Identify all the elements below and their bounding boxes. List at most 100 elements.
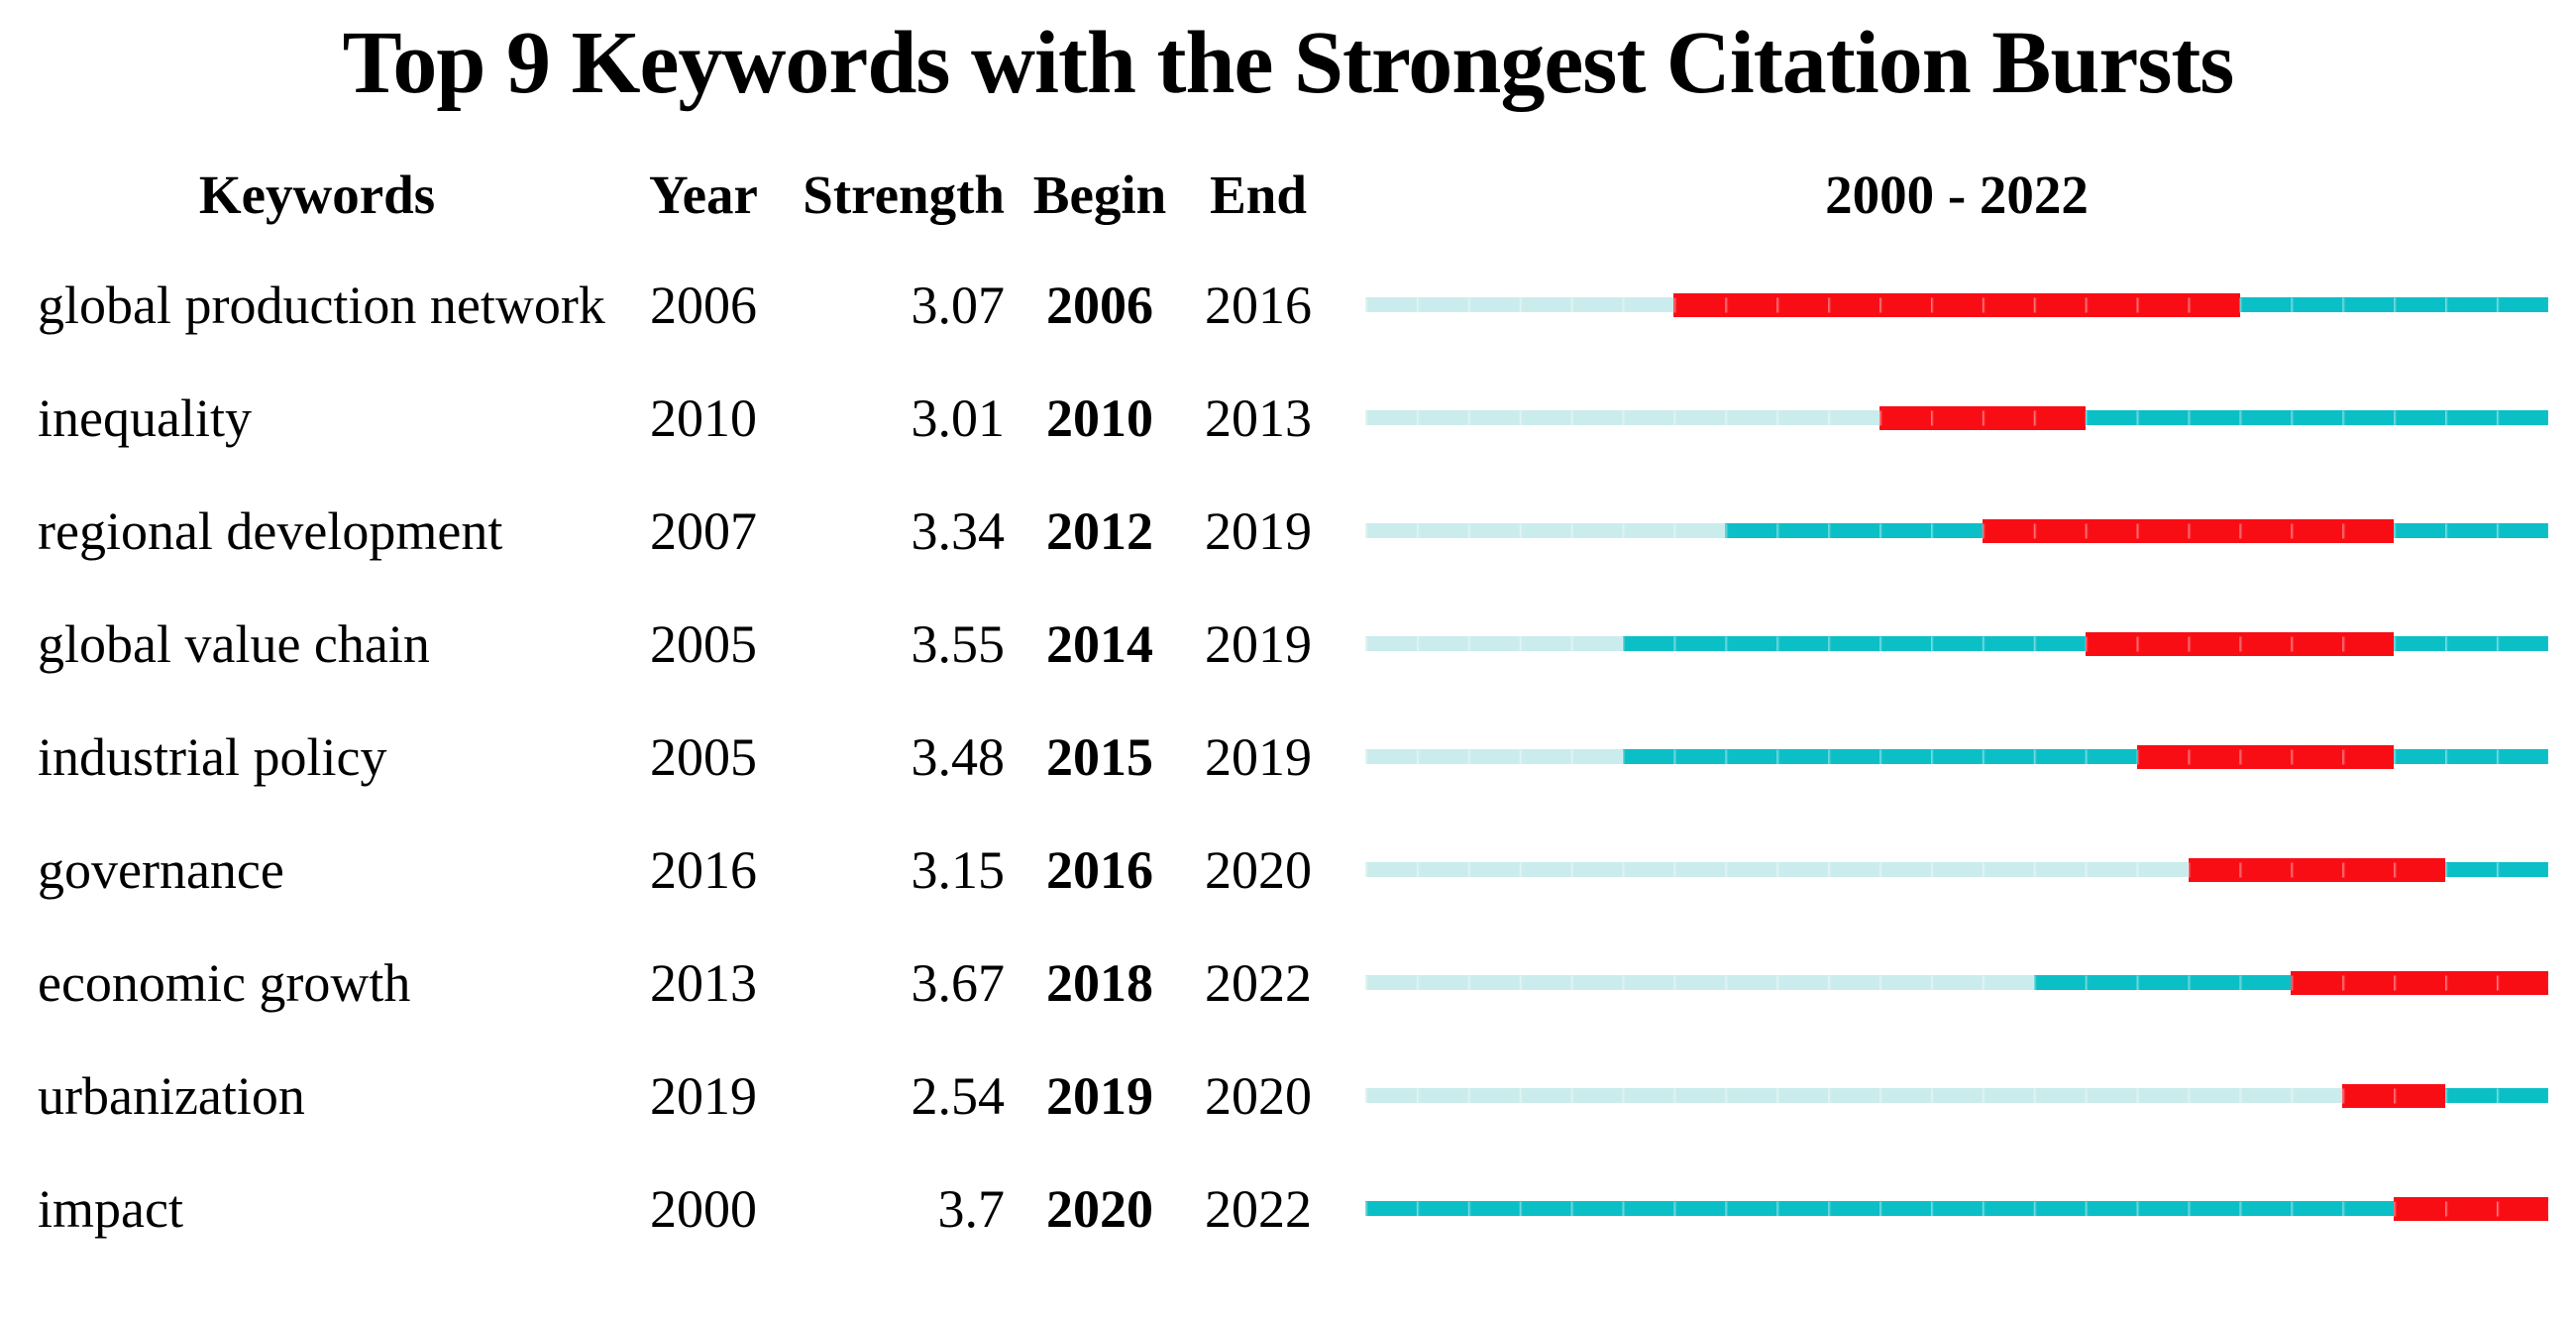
table-header-row: Keywords Year Strength Begin End 2000 - … xyxy=(0,148,2576,243)
segment-active-post-burst xyxy=(2445,862,2548,878)
burst-timeline-bar xyxy=(1365,398,2548,438)
column-header-year: Year xyxy=(649,165,758,226)
page-title: Top 9 Keywords with the Strongest Citati… xyxy=(342,14,2235,112)
begin-value: 2020 xyxy=(1046,1178,1153,1239)
year-value: 2016 xyxy=(650,839,757,900)
table-row: global production network 2006 3.07 2006… xyxy=(0,249,2576,362)
segment-active-post-burst xyxy=(2445,1088,2548,1104)
segment-before-first-appearance xyxy=(1365,1088,2343,1104)
burst-timeline-bar xyxy=(1365,511,2548,551)
segment-burst xyxy=(2136,744,2395,769)
year-value: 2005 xyxy=(650,726,757,787)
keyword-label: regional development xyxy=(38,500,503,561)
keyword-label: inequality xyxy=(38,387,252,448)
segment-before-first-appearance xyxy=(1365,297,1674,313)
segment-active-post-burst xyxy=(2394,523,2548,539)
segment-active-post-burst xyxy=(2394,636,2548,652)
segment-active-pre-burst xyxy=(1622,636,2086,652)
strength-value: 3.01 xyxy=(911,387,1006,448)
begin-value: 2019 xyxy=(1046,1065,1153,1126)
segment-burst xyxy=(1879,405,2086,430)
column-header-keywords: Keywords xyxy=(198,165,436,226)
end-value: 2019 xyxy=(1205,500,1312,561)
segment-active-pre-burst xyxy=(1725,523,1983,539)
burst-timeline-bar xyxy=(1365,737,2548,777)
table-row: urbanization 2019 2.54 2019 2020 xyxy=(0,1040,2576,1153)
segment-burst xyxy=(2291,970,2548,995)
table-row: governance 2016 3.15 2016 2020 xyxy=(0,814,2576,927)
column-header-begin: Begin xyxy=(1032,165,1167,226)
segment-before-first-appearance xyxy=(1365,523,1726,539)
segment-burst xyxy=(2342,1083,2446,1108)
table-row: inequality 2010 3.01 2010 2013 xyxy=(0,362,2576,475)
table-row: regional development 2007 3.34 2012 2019 xyxy=(0,475,2576,588)
year-value: 2019 xyxy=(650,1065,757,1126)
segment-before-first-appearance xyxy=(1365,975,2034,991)
begin-value: 2015 xyxy=(1046,726,1153,787)
begin-value: 2012 xyxy=(1046,500,1153,561)
keyword-label: economic growth xyxy=(38,952,411,1013)
segment-active-pre-burst xyxy=(1365,1201,2395,1217)
year-value: 2013 xyxy=(650,952,757,1013)
timeline-range-header: 2000 - 2022 xyxy=(1825,165,2089,226)
burst-timeline-bar xyxy=(1365,624,2548,664)
segment-active-pre-burst xyxy=(1622,749,2137,765)
end-value: 2019 xyxy=(1205,726,1312,787)
keyword-label: global production network xyxy=(38,275,605,335)
end-value: 2020 xyxy=(1205,839,1312,900)
segment-burst xyxy=(2394,1196,2548,1221)
table-row: impact 2000 3.7 2020 2022 xyxy=(0,1153,2576,1265)
burst-timeline-bar xyxy=(1365,850,2548,890)
table-row: global value chain 2005 3.55 2014 2019 xyxy=(0,588,2576,701)
segment-burst xyxy=(2085,631,2395,656)
strength-value: 3.15 xyxy=(911,839,1006,900)
keyword-label: global value chain xyxy=(38,613,430,674)
begin-value: 2016 xyxy=(1046,839,1153,900)
end-value: 2016 xyxy=(1205,275,1312,335)
strength-value: 3.7 xyxy=(937,1178,1006,1239)
end-value: 2019 xyxy=(1205,613,1312,674)
segment-active-pre-burst xyxy=(2033,975,2292,991)
strength-value: 2.54 xyxy=(911,1065,1006,1126)
strength-value: 3.48 xyxy=(911,726,1006,787)
begin-value: 2010 xyxy=(1046,387,1153,448)
segment-burst xyxy=(1673,292,2240,317)
year-value: 2010 xyxy=(650,387,757,448)
segment-active-post-burst xyxy=(2239,297,2548,313)
segment-before-first-appearance xyxy=(1365,749,1623,765)
year-value: 2006 xyxy=(650,275,757,335)
year-value: 2000 xyxy=(650,1178,757,1239)
segment-burst xyxy=(2188,857,2446,882)
segment-burst xyxy=(1982,518,2395,543)
end-value: 2022 xyxy=(1205,952,1312,1013)
table-body: global production network 2006 3.07 2006… xyxy=(0,249,2576,1265)
begin-value: 2018 xyxy=(1046,952,1153,1013)
strength-value: 3.34 xyxy=(911,500,1006,561)
strength-value: 3.55 xyxy=(911,613,1006,674)
end-value: 2020 xyxy=(1205,1065,1312,1126)
segment-active-post-burst xyxy=(2394,749,2548,765)
year-value: 2007 xyxy=(650,500,757,561)
column-header-strength: Strength xyxy=(803,165,1005,226)
burst-timeline-bar xyxy=(1365,1076,2548,1116)
end-value: 2022 xyxy=(1205,1178,1312,1239)
year-value: 2005 xyxy=(650,613,757,674)
strength-value: 3.67 xyxy=(911,952,1006,1013)
table-row: industrial policy 2005 3.48 2015 2019 xyxy=(0,701,2576,814)
burst-timeline-bar xyxy=(1365,285,2548,325)
strength-value: 3.07 xyxy=(911,275,1006,335)
keyword-label: governance xyxy=(38,839,284,900)
burst-timeline-bar xyxy=(1365,1189,2548,1229)
segment-active-post-burst xyxy=(2085,410,2548,426)
end-value: 2013 xyxy=(1205,387,1312,448)
table-row: economic growth 2013 3.67 2018 2022 xyxy=(0,927,2576,1040)
keyword-label: impact xyxy=(38,1178,183,1239)
segment-before-first-appearance xyxy=(1365,862,2189,878)
burst-timeline-bar xyxy=(1365,963,2548,1003)
segment-before-first-appearance xyxy=(1365,636,1623,652)
segment-before-first-appearance xyxy=(1365,410,1880,426)
begin-value: 2014 xyxy=(1046,613,1153,674)
keyword-label: industrial policy xyxy=(38,726,387,787)
column-header-end: End xyxy=(1210,165,1307,226)
